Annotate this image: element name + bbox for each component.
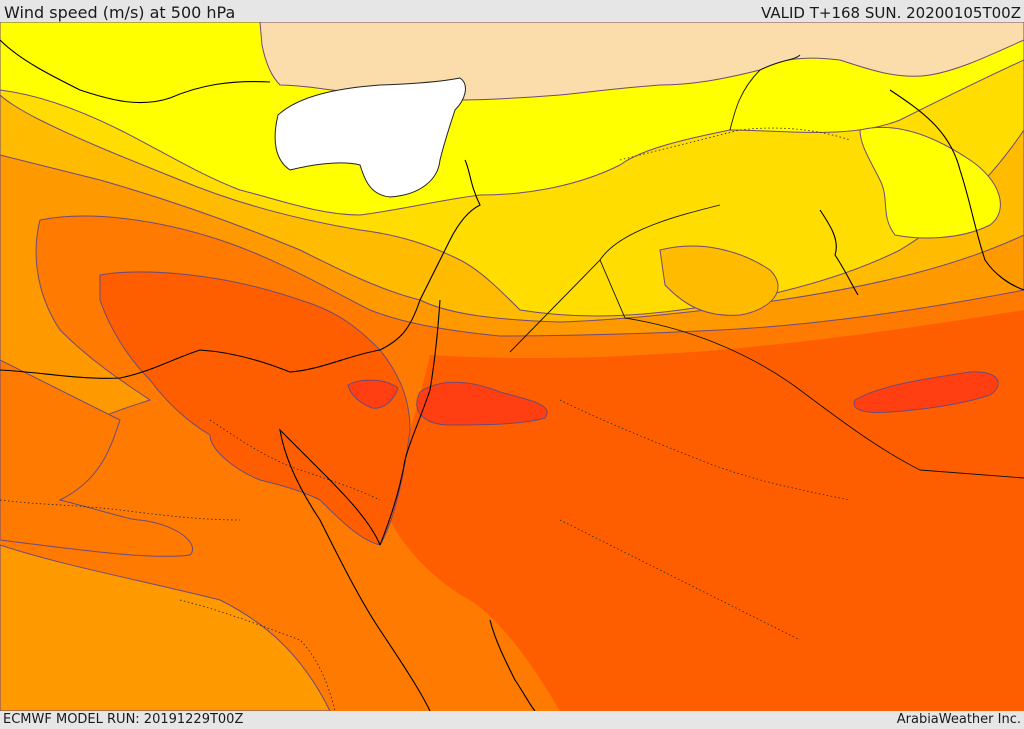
model-run-label: ECMWF MODEL RUN: 20191229T00Z (3, 712, 244, 727)
header-bar (0, 0, 1024, 22)
band-red-small (347, 379, 399, 409)
band-orange-southwest (0, 544, 331, 711)
band-red-orange-west (99, 271, 411, 546)
band-dark-orange-southwest (0, 359, 193, 557)
band-gold-east-patch (659, 245, 779, 316)
credit-label: ArabiaWeather Inc. (896, 712, 1021, 727)
band-yellow-east-patch (859, 126, 1001, 239)
valid-time-label: VALID T+168 SUN. 20200105T00Z (761, 4, 1021, 22)
borders-solid (509, 54, 1024, 479)
wind-speed-map (0, 22, 1024, 711)
borders (0, 127, 851, 711)
band-red-sinai (416, 381, 548, 426)
footer-bar (0, 711, 1024, 729)
land-mask-cyprus (274, 77, 466, 198)
band-red-east (853, 371, 999, 413)
coastlines (0, 39, 1024, 711)
map-title: Wind speed (m/s) at 500 hPa (4, 3, 236, 22)
